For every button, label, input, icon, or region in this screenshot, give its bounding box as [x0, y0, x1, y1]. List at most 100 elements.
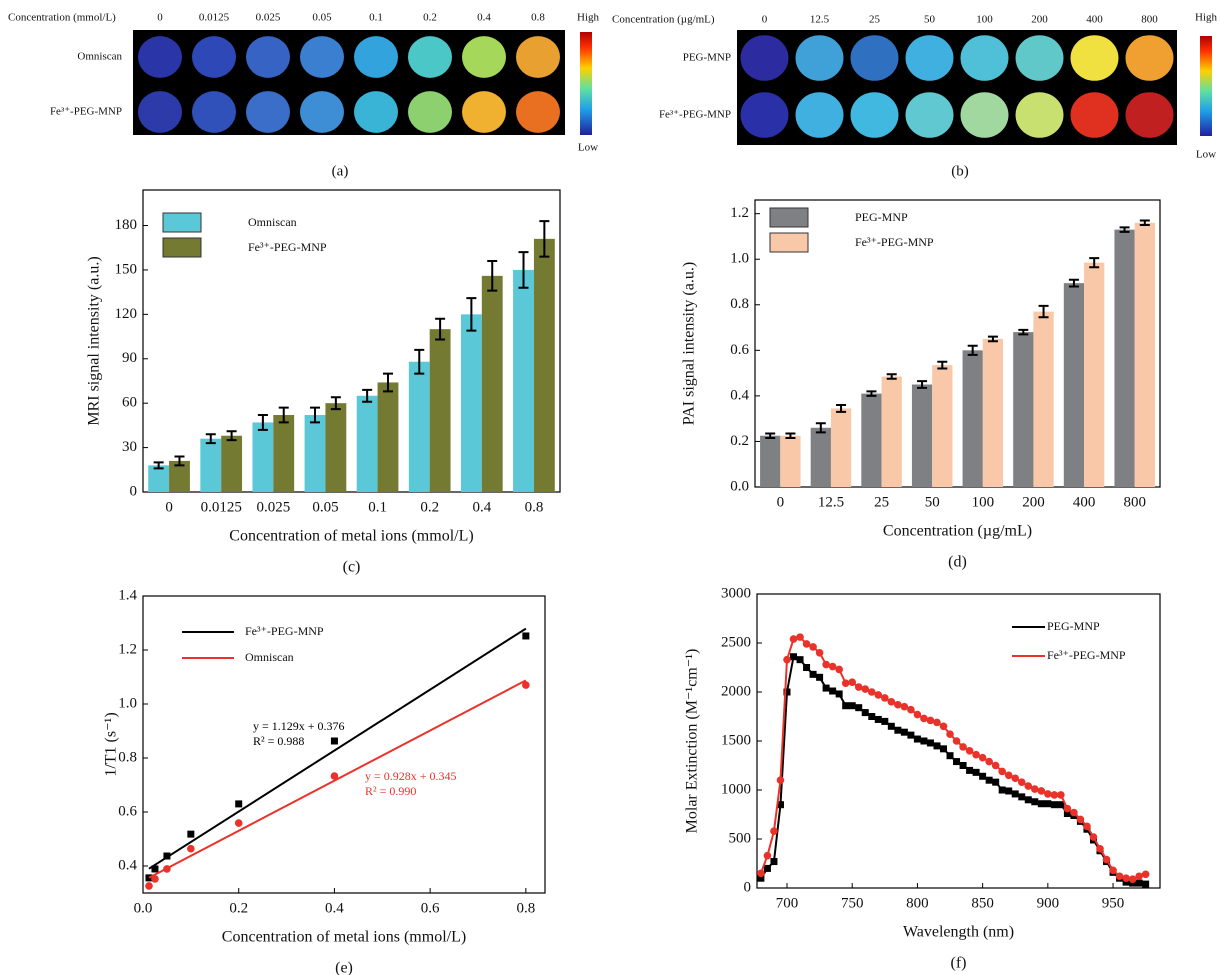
- data-point: [1109, 867, 1117, 875]
- column-label: 0.8: [531, 12, 545, 24]
- data-point: [901, 729, 908, 736]
- column-label: 0: [762, 14, 768, 26]
- bar: [252, 422, 273, 492]
- x-tick-label: 0.05: [312, 499, 338, 515]
- x-tick-label: 900: [1037, 895, 1060, 911]
- data-point: [1051, 801, 1058, 808]
- data-point: [823, 685, 830, 692]
- bar: [409, 362, 430, 492]
- legend-label: Fe³⁺-PEG-MNP: [1047, 648, 1126, 662]
- y-tick-label: 1.0: [118, 695, 137, 711]
- data-point: [764, 865, 771, 872]
- data-point: [1005, 787, 1012, 794]
- data-point: [522, 681, 530, 689]
- colorbar: [580, 32, 592, 135]
- colorbar-high: High: [577, 12, 600, 24]
- y-tick-label: 0.2: [730, 433, 749, 449]
- data-point: [777, 776, 785, 784]
- x-tick-label: 800: [906, 895, 929, 911]
- data-point: [829, 688, 836, 695]
- data-point: [1136, 880, 1143, 887]
- y-tick-label: 1.4: [118, 587, 137, 603]
- bar: [430, 329, 451, 492]
- bar: [1084, 263, 1104, 487]
- bar: [1064, 283, 1084, 487]
- data-point: [953, 758, 960, 765]
- data-point: [920, 738, 927, 745]
- x-tick-label: 400: [1073, 494, 1096, 510]
- bar: [461, 314, 482, 492]
- y-tick-label: 180: [115, 217, 138, 233]
- y-tick-label: 500: [729, 830, 752, 846]
- y-tick-label: 2500: [721, 634, 751, 650]
- data-point: [940, 745, 947, 752]
- panel-label: (e): [335, 960, 353, 975]
- data-point: [1135, 872, 1143, 880]
- data-point: [855, 683, 863, 691]
- x-tick-label: 12.5: [818, 494, 844, 510]
- y-tick-label: 0.4: [730, 387, 749, 403]
- x-tick-label: 0.2: [420, 499, 439, 515]
- data-point: [1044, 790, 1052, 798]
- fit-equation: y = 1.129x + 0.376: [253, 719, 345, 733]
- sample-image: [796, 35, 844, 81]
- data-point: [874, 691, 882, 699]
- data-point: [960, 762, 967, 769]
- column-label: 400: [1086, 14, 1103, 26]
- data-point: [1096, 845, 1104, 853]
- bar: [148, 465, 169, 492]
- data-point: [1129, 875, 1137, 883]
- data-point: [881, 718, 888, 725]
- sample-image: [906, 92, 954, 138]
- sample-image: [246, 36, 290, 78]
- x-tick-label: 950: [1102, 895, 1125, 911]
- sample-image: [300, 91, 344, 133]
- data-point: [822, 661, 830, 669]
- data-point: [1018, 778, 1026, 786]
- x-tick-label: 0.8: [525, 499, 544, 515]
- x-axis-title: Concentration (µg/mL): [883, 523, 1032, 540]
- sample-image: [796, 92, 844, 138]
- data-point: [979, 773, 986, 780]
- row-label: Omniscan: [77, 51, 122, 63]
- y-tick-label: 2000: [721, 683, 751, 699]
- data-point: [145, 882, 153, 890]
- y-axis-title: MRI signal intensity (a.u.): [86, 256, 103, 425]
- data-point: [1025, 796, 1032, 803]
- data-point: [966, 747, 974, 755]
- sample-image: [906, 35, 954, 81]
- fit-r2: R² = 0.988: [253, 734, 304, 748]
- row-label: PEG-MNP: [683, 52, 731, 64]
- bar: [831, 408, 851, 487]
- legend-label: Fe³⁺-PEG-MNP: [248, 240, 327, 254]
- y-tick-label: 0.4: [118, 857, 137, 873]
- column-label: 0.05: [312, 12, 332, 24]
- data-point: [835, 666, 843, 674]
- sample-image: [354, 91, 398, 133]
- x-tick-label: 0.0125: [201, 499, 242, 515]
- bar: [378, 382, 399, 492]
- x-tick-label: 50: [925, 494, 940, 510]
- data-point: [187, 845, 195, 853]
- x-tick-label: 0.4: [472, 499, 491, 515]
- y-axis-title: PAI signal intensity (a.u.): [681, 262, 698, 425]
- legend-swatch: [163, 238, 201, 257]
- data-point: [907, 732, 914, 739]
- bar: [1135, 223, 1155, 487]
- data-point: [901, 703, 909, 711]
- bar: [200, 439, 221, 492]
- header-title: Concentration (µg/mL): [612, 14, 715, 26]
- data-point: [803, 664, 810, 671]
- fit-line: [149, 680, 526, 877]
- legend-swatch: [770, 208, 808, 227]
- fit-r2: R² = 0.990: [365, 784, 416, 798]
- colorbar-low: Low: [1196, 149, 1216, 161]
- x-tick-label: 0.0: [134, 900, 153, 916]
- y-tick-label: 3000: [721, 585, 751, 601]
- data-point: [972, 751, 980, 759]
- legend-label: Omniscan: [245, 650, 294, 664]
- data-point: [796, 633, 804, 641]
- sample-image: [516, 91, 560, 133]
- data-point: [927, 717, 935, 725]
- data-point: [816, 674, 823, 681]
